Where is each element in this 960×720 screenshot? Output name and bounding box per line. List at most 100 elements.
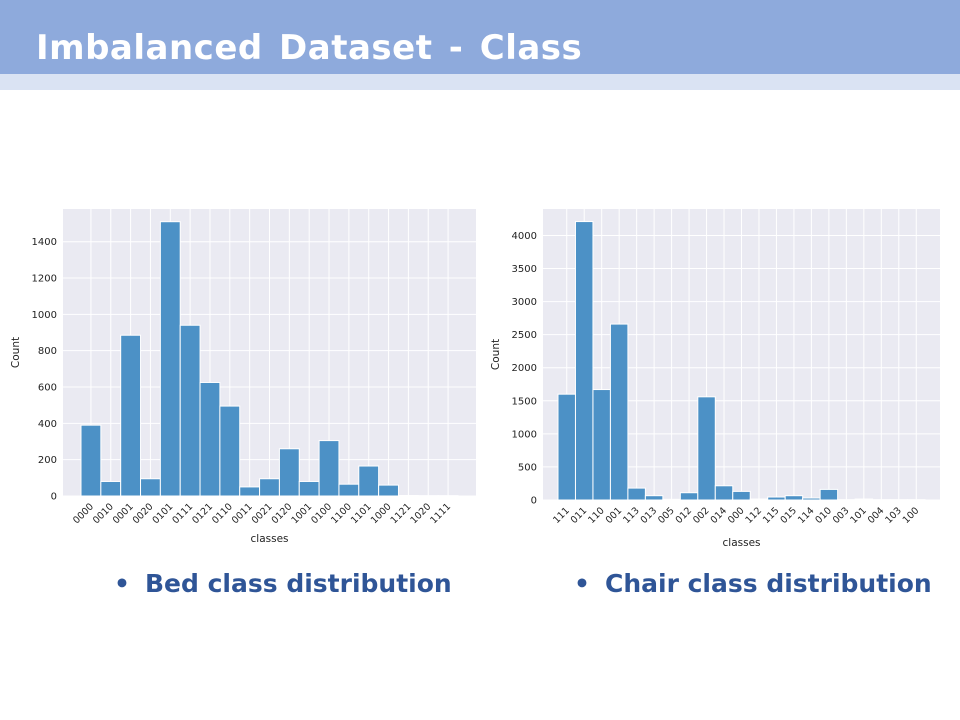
y-tick-label: 400 xyxy=(38,419,57,430)
chair-caption: • Chair class distribution xyxy=(574,566,932,602)
x-tick-label: 101 xyxy=(848,505,869,526)
y-tick-label: 0 xyxy=(51,492,57,503)
x-tick-label: 000 xyxy=(726,505,747,526)
x-tick-label: 013 xyxy=(639,505,660,526)
title-bar xyxy=(0,0,960,74)
y-tick-label: 500 xyxy=(518,462,537,473)
x-tick-label: 005 xyxy=(656,505,677,526)
x-tick-label: 115 xyxy=(761,505,782,526)
slide-title: Imbalanced Dataset - Class xyxy=(36,28,583,68)
histogram-bar xyxy=(592,389,611,501)
histogram-bar xyxy=(298,480,320,497)
y-tick-label: 2500 xyxy=(512,330,537,341)
histogram-bar xyxy=(627,487,646,501)
x-tick-label: 1001 xyxy=(289,501,314,526)
x-tick-label: 0011 xyxy=(230,501,255,526)
x-axis-label: classes xyxy=(251,533,289,545)
x-tick-label: 1111 xyxy=(428,501,453,526)
x-tick-label: 111 xyxy=(551,505,572,526)
y-tick-label: 800 xyxy=(38,346,57,357)
x-tick-label: 112 xyxy=(743,505,764,526)
x-tick-label: 1121 xyxy=(389,501,414,526)
histogram-bar xyxy=(179,324,201,497)
histogram-bar xyxy=(732,490,751,501)
x-tick-label: 0020 xyxy=(131,501,156,526)
histogram-bar xyxy=(679,492,699,501)
x-tick-label: 1101 xyxy=(349,501,374,526)
y-tick-label: 200 xyxy=(38,455,57,466)
x-tick-label: 1100 xyxy=(329,501,354,526)
histogram-bar xyxy=(140,478,161,497)
x-tick-label: 1000 xyxy=(369,501,394,526)
x-tick-label: 0100 xyxy=(309,501,334,526)
x-tick-label: 0101 xyxy=(151,501,176,526)
histogram-bar xyxy=(199,381,221,497)
histogram-bar xyxy=(644,495,664,501)
y-tick-label: 1000 xyxy=(512,429,537,440)
x-tick-label: 0121 xyxy=(190,501,215,526)
x-tick-label: 004 xyxy=(866,505,887,526)
y-tick-label: 3500 xyxy=(512,264,537,275)
title-bar-strip xyxy=(0,74,960,90)
histogram-bar xyxy=(378,484,399,497)
histogram-bar xyxy=(574,221,594,501)
x-tick-label: 0120 xyxy=(270,501,295,526)
x-tick-label: 0111 xyxy=(170,501,195,526)
histogram-bar xyxy=(219,405,241,497)
histogram-bar xyxy=(557,393,576,501)
x-tick-label: 014 xyxy=(709,505,730,526)
x-tick-label: 114 xyxy=(796,505,817,526)
histogram-bar xyxy=(259,478,280,497)
x-tick-label: 110 xyxy=(586,505,607,526)
y-tick-label: 2000 xyxy=(512,363,537,374)
x-tick-label: 011 xyxy=(569,505,590,526)
x-tick-label: 103 xyxy=(883,505,904,526)
histogram-bar xyxy=(100,480,122,497)
histogram-bar xyxy=(338,483,360,497)
x-axis-label: classes xyxy=(723,537,761,549)
x-tick-label: 010 xyxy=(813,505,834,526)
histogram-bar xyxy=(120,334,142,497)
histogram-bar xyxy=(318,440,340,497)
histogram-bar xyxy=(397,494,419,497)
bullet-icon: • xyxy=(574,569,590,598)
y-axis-label: Count xyxy=(490,339,502,370)
x-tick-label: 1020 xyxy=(408,501,433,526)
x-tick-label: 100 xyxy=(901,505,922,526)
y-tick-label: 3000 xyxy=(512,297,537,308)
histogram-bar xyxy=(239,486,261,497)
x-tick-label: 0001 xyxy=(111,501,136,526)
chair-caption-text: Chair class distribution xyxy=(605,569,932,598)
bed-caption: • Bed class distribution xyxy=(114,566,452,602)
histogram-bar xyxy=(697,396,716,501)
x-tick-label: 0010 xyxy=(91,501,116,526)
x-tick-label: 113 xyxy=(621,505,642,526)
x-tick-label: 0000 xyxy=(71,501,96,526)
bed-class-histogram: 0200400600800100012001400000000100001002… xyxy=(10,209,476,545)
histogram-bar xyxy=(609,323,629,501)
histogram-bar xyxy=(358,465,380,497)
y-tick-label: 0 xyxy=(531,496,537,507)
y-axis-label: Count xyxy=(10,337,22,368)
x-tick-label: 003 xyxy=(831,505,852,526)
histogram-bar xyxy=(802,497,821,501)
histogram-bar xyxy=(854,498,874,501)
x-tick-label: 001 xyxy=(604,505,625,526)
y-tick-label: 1500 xyxy=(512,396,537,407)
histogram-bar xyxy=(714,485,734,501)
y-tick-label: 1200 xyxy=(32,274,57,285)
bullet-icon: • xyxy=(114,569,130,598)
y-tick-label: 1400 xyxy=(32,237,57,248)
chair-class-histogram: 0500100015002000250030003500400011101111… xyxy=(490,209,940,549)
x-tick-label: 0021 xyxy=(250,501,275,526)
x-tick-label: 015 xyxy=(778,505,799,526)
histogram-bar xyxy=(159,221,181,497)
histogram-bar xyxy=(662,498,681,501)
histogram-bar xyxy=(784,495,804,501)
x-tick-label: 002 xyxy=(691,505,712,526)
y-tick-label: 4000 xyxy=(512,231,537,242)
x-tick-label: 012 xyxy=(674,505,695,526)
histogram-bar xyxy=(80,424,102,497)
histogram-bar xyxy=(767,496,786,501)
bed-caption-text: Bed class distribution xyxy=(145,569,452,598)
